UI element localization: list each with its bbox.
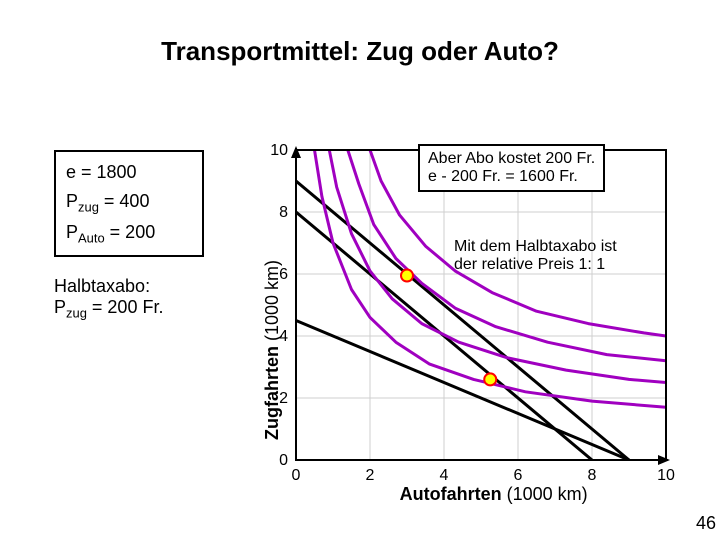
annotation-relative-price: Mit dem Halbtaxabo istder relative Preis… [454, 238, 617, 274]
svg-text:8: 8 [588, 467, 597, 484]
y-axis-label: Zugfahrten (1000 km) [262, 260, 283, 440]
annot-line: Aber Abo kostet 200 Fr. [428, 150, 595, 168]
xlabel-bold: Autofahrten [400, 484, 507, 504]
parameters-box: e = 1800Pzug = 400PAuto = 200 [54, 150, 204, 257]
parameter-row: e = 1800 [66, 158, 192, 187]
parameter-row: PAuto = 200 [66, 218, 192, 249]
svg-text:10: 10 [657, 467, 675, 484]
ylabel-bold: Zugfahrten [262, 341, 282, 440]
xlabel-plain: (1000 km) [507, 484, 588, 504]
slide: Transportmittel: Zug oder Auto? e = 1800… [0, 0, 720, 540]
annot-line: der relative Preis 1: 1 [454, 256, 617, 274]
parameter-row: Pzug = 400 [66, 187, 192, 218]
svg-text:0: 0 [292, 467, 301, 484]
halbtax-line2: Pzug = 200 Fr. [54, 297, 163, 321]
annot-line: e - 200 Fr. = 1600 Fr. [428, 168, 595, 186]
x-axis-label: Autofahrten (1000 km) [400, 484, 588, 505]
annotation-abo-cost: Aber Abo kostet 200 Fr.e - 200 Fr. = 160… [418, 144, 605, 192]
svg-text:10: 10 [270, 142, 288, 159]
halbtax-text: Halbtaxabo:Pzug = 200 Fr. [54, 276, 163, 321]
halbtax-line1: Halbtaxabo: [54, 276, 163, 297]
annot-line: Mit dem Halbtaxabo ist [454, 238, 617, 256]
svg-text:2: 2 [366, 467, 375, 484]
svg-text:8: 8 [279, 204, 288, 221]
svg-text:6: 6 [514, 467, 523, 484]
page-title: Transportmittel: Zug oder Auto? [0, 36, 720, 67]
ylabel-plain: (1000 km) [262, 260, 282, 341]
page-number: 46 [696, 513, 716, 534]
svg-text:0: 0 [279, 452, 288, 469]
svg-text:4: 4 [440, 467, 449, 484]
